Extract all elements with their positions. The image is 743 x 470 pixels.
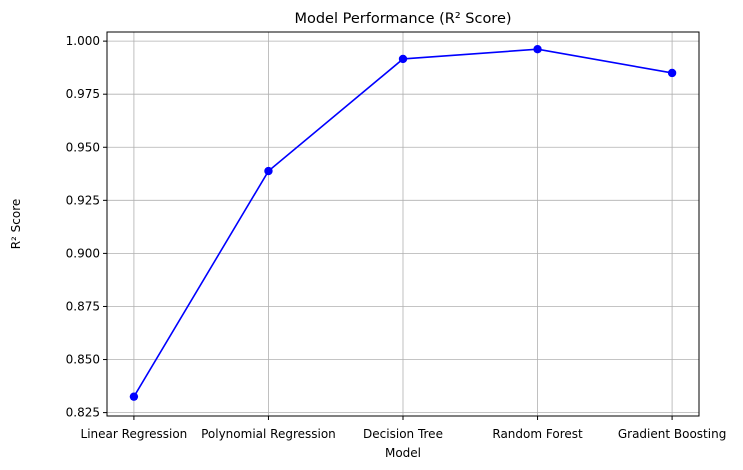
x-axis-ticks: Linear Regression Polynomial Regression De… bbox=[81, 416, 726, 441]
data-point bbox=[667, 68, 677, 78]
y-tick-label: 0.950 bbox=[66, 140, 100, 154]
y-tick-label: 0.825 bbox=[66, 406, 100, 420]
y-tick-label: 0.875 bbox=[66, 299, 100, 313]
x-axis-label: Model bbox=[385, 446, 421, 460]
y-tick-label: 0.925 bbox=[66, 193, 100, 207]
y-tick-label: 1.000 bbox=[66, 34, 100, 48]
y-axis-label: R² Score bbox=[9, 199, 23, 250]
data-point bbox=[398, 54, 408, 64]
data-point bbox=[129, 392, 139, 401]
series bbox=[129, 44, 677, 401]
x-tick-label: Gradient Boosting bbox=[618, 427, 726, 441]
y-tick-label: 0.975 bbox=[66, 87, 100, 101]
grid bbox=[107, 32, 699, 416]
data-point bbox=[533, 44, 542, 54]
x-tick-label: Polynomial Regression bbox=[201, 427, 336, 441]
x-tick-label: Linear Regression bbox=[81, 427, 188, 441]
y-tick-label: 0.900 bbox=[66, 246, 100, 260]
chart-title: Model Performance (R² Score) bbox=[294, 11, 511, 27]
x-tick-label: Random Forest bbox=[492, 427, 583, 441]
y-axis-ticks: 0.825 0.850 0.875 0.900 0.925 0.950 0.975 1.000 bbox=[66, 34, 107, 420]
x-tick-label: Decision Tree bbox=[363, 427, 443, 441]
y-tick-label: 0.850 bbox=[66, 353, 100, 367]
data-point bbox=[264, 166, 273, 176]
